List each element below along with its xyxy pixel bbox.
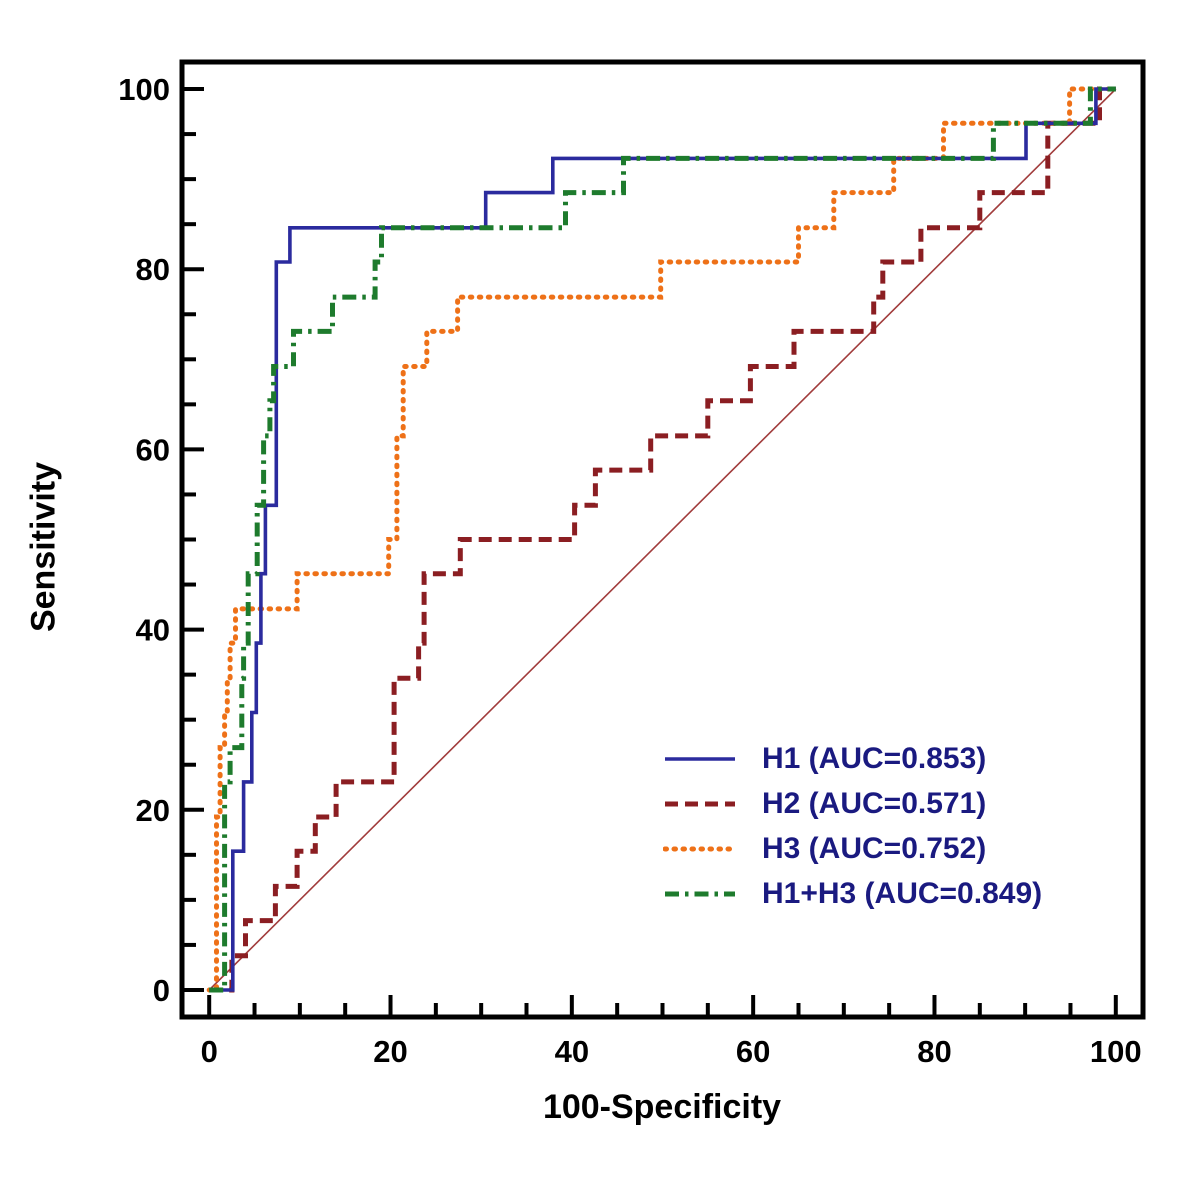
y-tick-label: 60 [136,432,170,467]
x-tick-label: 100 [1090,1034,1142,1069]
legend-label-H2: H2 (AUC=0.571) [762,786,987,820]
y-tick-label: 0 [153,973,170,1008]
legend-line-sample-H1 [665,756,735,761]
reference-line-chance-diagonal [208,88,1117,991]
y-tick-label: 100 [118,72,170,107]
legend: H1 (AUC=0.853) H2 (AUC=0.571) H3 (AUC=0.75… [663,736,1042,916]
legend-item-H3: H3 (AUC=0.752) [663,826,1042,871]
x-tick-label: 20 [373,1034,407,1069]
legend-item-H1+H3: H1+H3 (AUC=0.849) [663,871,1042,916]
y-tick-label: 80 [136,252,170,287]
plot-frame [179,59,1146,1020]
y-tick-label: 20 [136,793,170,828]
roc-curve-H1+H3 [209,86,1116,993]
legend-label-H1+H3: H1+H3 (AUC=0.849) [762,876,1043,910]
x-tick-label: 40 [555,1034,589,1069]
legend-line-sample-H2 [665,801,735,806]
x-tick-label: 80 [917,1034,951,1069]
roc-curve-H2 [209,86,1116,993]
legend-line-sample-H3 [663,846,737,851]
y-tick-label: 40 [136,613,170,648]
x-tick-label: 60 [736,1034,770,1069]
legend-label-H1: H1 (AUC=0.853) [762,741,987,775]
legend-label-H3: H3 (AUC=0.752) [762,831,987,865]
x-tick-label: 0 [201,1034,218,1069]
roc-curve-H3 [206,86,1119,993]
legend-line-sample-H1+H3 [665,891,735,896]
x-axis-title: 100-Specificity [542,1088,782,1126]
legend-item-H2: H2 (AUC=0.571) [663,781,1042,826]
legend-item-H1: H1 (AUC=0.853) [663,736,1042,781]
y-axis-title: Sensitivity [24,461,63,633]
